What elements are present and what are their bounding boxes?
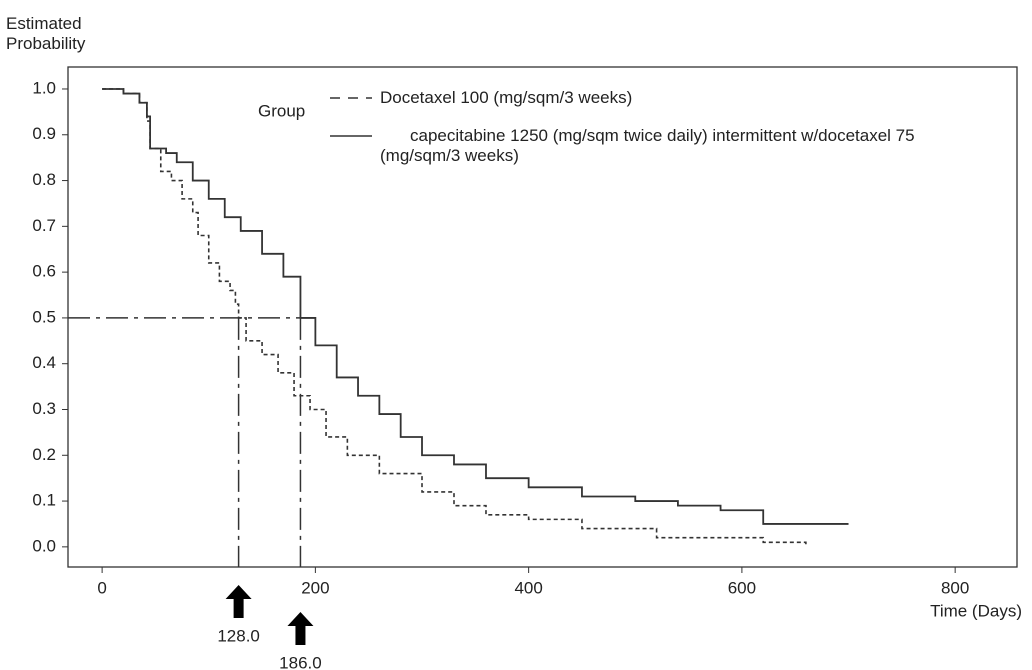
y-tick-label: 0.9 bbox=[32, 124, 56, 143]
legend-entry: capecitabine 1250 (mg/sqm twice daily) i… bbox=[380, 126, 915, 165]
y-tick-label: 0.2 bbox=[32, 445, 56, 464]
x-tick-label: 400 bbox=[514, 578, 542, 597]
y-tick-label: 0.7 bbox=[32, 216, 56, 235]
y-tick-label: 0.8 bbox=[32, 170, 56, 189]
legend-entry: Docetaxel 100 (mg/sqm/3 weeks) bbox=[380, 88, 633, 107]
arrow bbox=[225, 585, 252, 618]
arrow-label: 128.0 bbox=[217, 626, 260, 645]
x-tick-label: 0 bbox=[97, 578, 106, 597]
x-tick-label: 600 bbox=[728, 578, 756, 597]
plot-frame bbox=[67, 66, 1018, 568]
y-tick-label: 0.6 bbox=[32, 262, 56, 281]
x-axis-label: Time (Days) bbox=[930, 601, 1022, 620]
y-tick-label: 0.4 bbox=[32, 353, 56, 372]
y-tick-label: 0.3 bbox=[32, 399, 56, 418]
legend-title: Group bbox=[258, 101, 305, 120]
x-tick-label: 200 bbox=[301, 578, 329, 597]
y-tick-label: 1.0 bbox=[32, 78, 56, 97]
y-tick-label: 0.0 bbox=[32, 536, 56, 555]
survival-curve bbox=[102, 88, 807, 545]
survival-curve bbox=[102, 88, 849, 525]
y-axis-label: Estimated Probability bbox=[6, 14, 86, 53]
y-tick-label: 0.5 bbox=[32, 307, 56, 326]
x-tick-label: 800 bbox=[941, 578, 969, 597]
arrow bbox=[287, 612, 314, 645]
y-tick-label: 0.1 bbox=[32, 491, 56, 510]
arrow-label: 186.0 bbox=[279, 653, 322, 670]
